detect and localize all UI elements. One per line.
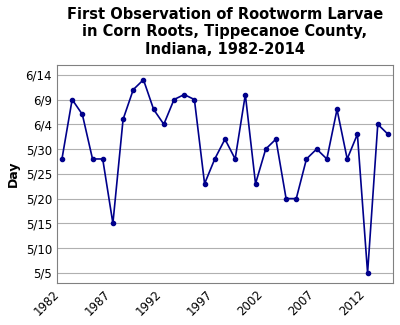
Y-axis label: Day: Day xyxy=(7,161,20,187)
Title: First Observation of Rootworm Larvae
in Corn Roots, Tippecanoe County,
Indiana, : First Observation of Rootworm Larvae in … xyxy=(67,7,383,57)
